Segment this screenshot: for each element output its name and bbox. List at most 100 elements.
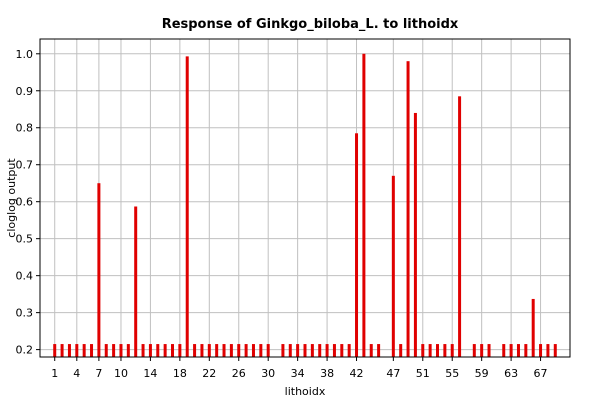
bar: [148, 344, 152, 357]
bar: [251, 344, 255, 357]
bar: [134, 206, 138, 357]
x-tick-label: 18: [173, 367, 187, 380]
bar: [472, 344, 476, 357]
bar-layer: [53, 53, 557, 358]
bar: [296, 344, 300, 357]
bar: [119, 344, 123, 357]
bar: [303, 344, 307, 357]
y-tick-label: 0.7: [16, 159, 34, 172]
x-tick-label: 38: [320, 367, 334, 380]
y-tick-label: 0.3: [16, 307, 34, 320]
bar: [97, 183, 101, 357]
bar: [82, 344, 86, 357]
y-tick-label: 1.0: [16, 48, 34, 61]
bar: [399, 344, 403, 357]
bar: [347, 344, 351, 357]
x-tick-label: 22: [202, 367, 216, 380]
x-tick-label: 63: [504, 367, 518, 380]
bar: [413, 112, 417, 357]
bar: [421, 344, 425, 357]
bar: [53, 344, 57, 357]
x-tick-label: 67: [534, 367, 548, 380]
bar: [266, 344, 270, 357]
x-tick-label: 14: [143, 367, 157, 380]
bar: [355, 133, 359, 357]
bar: [67, 344, 71, 357]
bar: [436, 344, 439, 357]
x-tick-label: 59: [475, 367, 489, 380]
x-tick-label: 26: [232, 367, 246, 380]
bar: [458, 96, 462, 357]
bar: [450, 344, 454, 357]
bar: [516, 344, 520, 357]
x-tick-label: 34: [291, 367, 305, 380]
x-axis-label: lithoidx: [285, 385, 326, 398]
bar: [310, 344, 314, 357]
bar: [126, 344, 130, 357]
bar: [332, 344, 336, 357]
bar: [259, 344, 263, 357]
bar: [362, 53, 366, 357]
bar: [509, 344, 513, 357]
bar: [112, 344, 116, 357]
bar: [539, 344, 543, 357]
bar: [377, 344, 381, 357]
bar: [156, 344, 160, 357]
bar: [222, 344, 226, 357]
x-tick-label: 47: [386, 367, 400, 380]
bar: [237, 344, 241, 357]
bar: [207, 344, 211, 357]
bar: [443, 344, 447, 357]
bar: [318, 344, 322, 357]
bar: [193, 344, 197, 357]
bar: [200, 344, 204, 357]
grid-layer: [40, 39, 570, 357]
bar: [75, 344, 79, 357]
y-axis-label: cloglog output: [5, 158, 18, 238]
bar: [406, 61, 410, 358]
x-tick-label: 55: [445, 367, 459, 380]
bar: [502, 344, 506, 357]
bar: [178, 344, 182, 357]
y-axis-ticks: 0.2 0.3 0.4 0.5 0.6 0.7 0.8 0.9 1.0: [16, 48, 40, 357]
x-tick-label: 1: [51, 367, 58, 380]
bar: [163, 344, 167, 357]
bar: [288, 344, 292, 357]
y-tick-label: 0.8: [16, 122, 34, 135]
bar: [553, 344, 557, 357]
x-tick-label: 30: [261, 367, 275, 380]
y-tick-label: 0.5: [16, 233, 34, 246]
bar: [391, 175, 395, 357]
bar: [428, 344, 432, 357]
y-tick-label: 0.4: [16, 270, 34, 283]
bar: [171, 344, 174, 357]
bar: [244, 344, 248, 357]
bar: [141, 344, 145, 357]
y-tick-label: 0.2: [16, 344, 34, 357]
plot-frame: [39, 38, 571, 358]
bar: [215, 344, 219, 357]
bar: [524, 344, 528, 357]
bar: [487, 344, 491, 357]
bar: [480, 344, 484, 357]
y-tick-label: 0.9: [16, 85, 34, 98]
chart-title: Response of Ginkgo_biloba_L. to lithoidx: [162, 17, 459, 32]
bar: [90, 344, 94, 357]
y-tick-label: 0.6: [16, 196, 34, 209]
bar: [60, 344, 64, 357]
x-tick-label: 4: [73, 367, 80, 380]
bar: [531, 298, 535, 357]
bar: [369, 344, 373, 357]
bar: [325, 344, 329, 357]
x-tick-label: 7: [95, 367, 102, 380]
bar: [229, 344, 233, 357]
bar: [104, 344, 108, 357]
bar: [185, 56, 189, 358]
x-tick-label: 42: [350, 367, 364, 380]
bar: [546, 344, 550, 357]
x-tick-label: 51: [416, 367, 430, 380]
x-axis-ticks: 1 4 7 10 14 18 22 26 30 34 38 42 47 51 55 59 63 67: [51, 357, 548, 380]
bar: [281, 344, 285, 357]
